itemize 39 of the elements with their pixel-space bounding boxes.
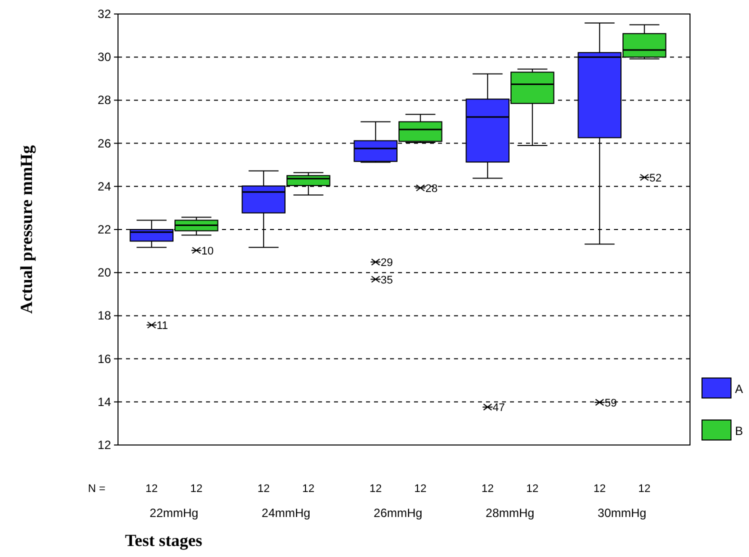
text: 12 — [593, 483, 606, 495]
y-tick-label: 18 — [98, 308, 112, 323]
text: 12 — [638, 483, 651, 495]
text: 12 — [257, 483, 270, 495]
y-axis-title: Actual pressure mmHg — [17, 144, 36, 314]
y-tick-label: 20 — [98, 266, 112, 280]
y-tick-label: 32 — [98, 7, 112, 21]
y-tick-label: 24 — [98, 179, 112, 194]
text: 12 — [526, 483, 539, 495]
text: 12 — [190, 483, 203, 495]
annotation: 59 — [604, 397, 617, 410]
x-tick-label: 24mmHg — [262, 506, 310, 520]
text: 12 — [302, 483, 315, 495]
annotation: 28 — [425, 182, 438, 195]
y-tick-label: 16 — [98, 352, 112, 366]
x-axis-title: Test stages — [125, 531, 203, 550]
y-tick-label: 14 — [98, 394, 112, 409]
text: 12 — [481, 483, 494, 495]
y-tick-label: 22 — [98, 222, 112, 236]
text: N = — [88, 483, 106, 495]
annotation: 11 — [156, 320, 168, 332]
y-tick-label: 30 — [98, 50, 112, 64]
text: 12 — [145, 483, 158, 495]
annotation: 29 — [380, 257, 393, 270]
annotation: 35 — [380, 274, 393, 286]
y-tick-label: 26 — [98, 136, 112, 150]
x-tick-label: 26mmHg — [374, 506, 422, 520]
legend-label: A — [735, 382, 744, 396]
annotation: 52 — [649, 172, 662, 184]
y-tick-label: 12 — [98, 438, 112, 452]
x-tick-label: 28mmHg — [486, 506, 534, 520]
text: 12 — [414, 483, 427, 495]
y-tick-label: 28 — [98, 93, 112, 108]
x-tick-label: 30mmHg — [598, 506, 646, 520]
annotation: 47 — [492, 402, 505, 414]
x-tick-label: 22mmHg — [150, 506, 198, 520]
legend-label: B — [735, 424, 744, 438]
annotation: 10 — [201, 245, 214, 258]
text: 12 — [369, 483, 382, 495]
